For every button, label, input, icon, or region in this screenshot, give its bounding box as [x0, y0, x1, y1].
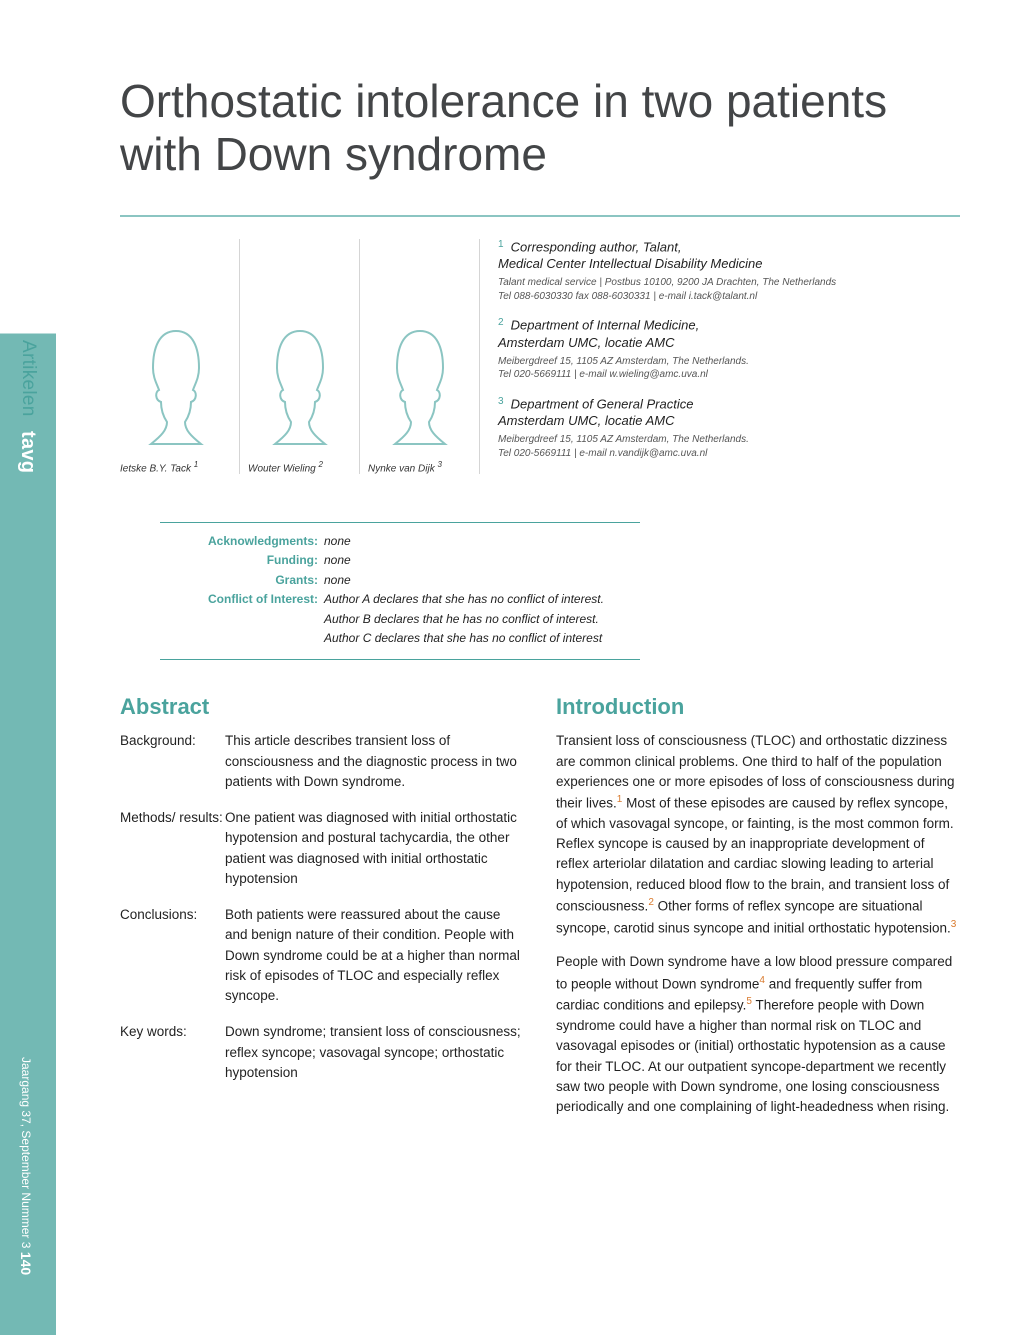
affil-title: Department of General Practice Amsterdam…: [498, 396, 693, 428]
author-name: Nynke van Dijk 3: [368, 460, 471, 474]
author-name: Wouter Wieling 2: [248, 460, 351, 474]
intro-heading: Introduction: [556, 690, 960, 723]
affil-title: Corresponding author, Talant, Medical Ce…: [498, 239, 762, 271]
coi-value: Author A declares that she has no confli…: [324, 591, 604, 608]
intro-paragraph: People with Down syndrome have a low blo…: [556, 952, 960, 1117]
author-col: Nynke van Dijk 3: [360, 239, 480, 474]
abstract-row: Background:This article describes transi…: [120, 731, 524, 792]
author-col: Wouter Wieling 2: [240, 239, 360, 474]
intro-column: Introduction Transient loss of conscious…: [556, 690, 960, 1131]
article-title: Orthostatic intolerance in two patients …: [120, 75, 960, 181]
intro-paragraph: Transient loss of consciousness (TLOC) a…: [556, 731, 960, 938]
author-silhouette-icon: [385, 326, 455, 446]
header-block: Ietske B.Y. Tack 1 Wouter Wieling 2 Nynk…: [120, 215, 960, 492]
body-columns: Abstract Background:This article describ…: [120, 690, 960, 1131]
abstract-row: Methods/ results:One patient was diagnos…: [120, 808, 524, 889]
coi-value: Author C declares that she has no confli…: [324, 630, 602, 647]
affiliations: 1 Corresponding author, Talant, Medical …: [480, 239, 960, 474]
disclosure-box: Acknowledgments:none Funding:none Grants…: [160, 522, 640, 660]
abstract-row: Conclusions:Both patients were reassured…: [120, 905, 524, 1006]
grants-label: Grants:: [174, 572, 324, 589]
author-silhouette-icon: [265, 326, 335, 446]
abs-text: One patient was diagnosed with initial o…: [225, 808, 524, 889]
ack-value: none: [324, 533, 351, 550]
grants-value: none: [324, 572, 351, 589]
citation: 3: [951, 919, 957, 930]
affil-title: Department of Internal Medicine, Amsterd…: [498, 318, 699, 350]
affiliation: 1 Corresponding author, Talant, Medical …: [498, 239, 960, 303]
affiliation: 3 Department of General Practice Amsterd…: [498, 396, 960, 460]
abs-label: Background:: [120, 731, 225, 792]
author-col: Ietske B.Y. Tack 1: [120, 239, 240, 474]
affil-address: Meibergdreef 15, 1105 AZ Amsterdam, The …: [498, 433, 960, 460]
abstract-heading: Abstract: [120, 690, 524, 723]
affil-address: Talant medical service | Postbus 10100, …: [498, 276, 960, 303]
abs-label: Methods/ results:: [120, 808, 225, 889]
coi-label: Conflict of Interest:: [174, 591, 324, 608]
affil-address: Meibergdreef 15, 1105 AZ Amsterdam, The …: [498, 355, 960, 382]
author-name: Ietske B.Y. Tack 1: [120, 460, 231, 474]
page: Orthostatic intolerance in two patients …: [0, 0, 1020, 1335]
funding-label: Funding:: [174, 552, 324, 569]
abs-text: This article describes transient loss of…: [225, 731, 524, 792]
abs-text: Down syndrome; transient loss of conscio…: [225, 1022, 524, 1083]
author-silhouette-icon: [141, 326, 211, 446]
ack-label: Acknowledgments:: [174, 533, 324, 550]
coi-value: Author B declares that he has no conflic…: [324, 611, 599, 628]
abs-label: Key words:: [120, 1022, 225, 1083]
abs-text: Both patients were reassured about the c…: [225, 905, 524, 1006]
abs-label: Conclusions:: [120, 905, 225, 1006]
affiliation: 2 Department of Internal Medicine, Amste…: [498, 317, 960, 381]
abstract-row: Key words:Down syndrome; transient loss …: [120, 1022, 524, 1083]
abstract-column: Abstract Background:This article describ…: [120, 690, 524, 1131]
funding-value: none: [324, 552, 351, 569]
